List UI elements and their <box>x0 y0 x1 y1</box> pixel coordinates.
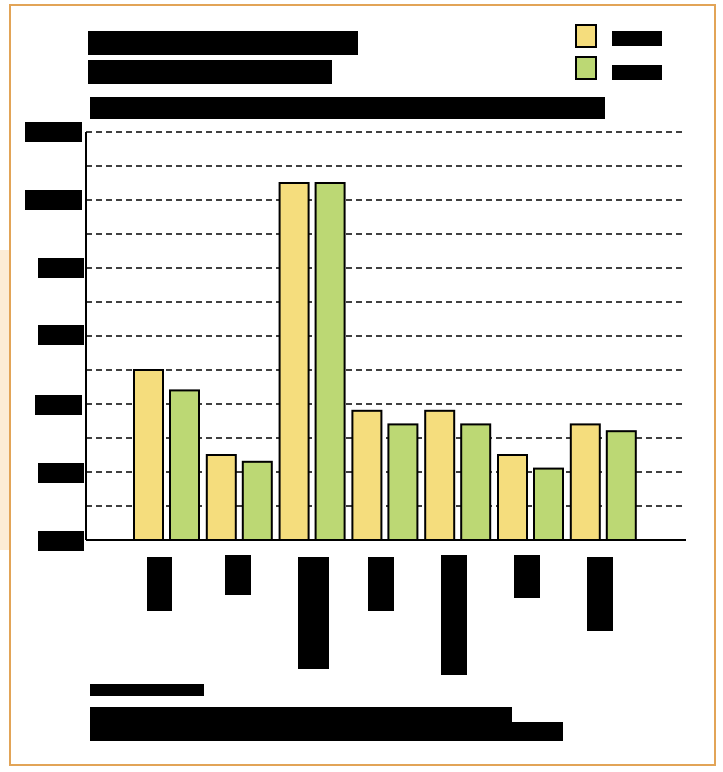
bar-series-2-cat-4 <box>387 423 419 541</box>
x-tick-label <box>587 557 613 631</box>
footnote-label <box>90 684 204 696</box>
bar-series-1-cat-6 <box>497 454 528 541</box>
bar-series-2-cat-5 <box>460 423 492 541</box>
x-tick-label <box>225 555 251 595</box>
y-tick-label <box>25 190 82 210</box>
y-tick-label <box>38 325 84 345</box>
x-tick-label <box>368 557 394 611</box>
y-tick-label <box>35 395 82 415</box>
bar-series-1-cat-1 <box>133 369 164 541</box>
bar-series-1-cat-2 <box>205 454 237 541</box>
bar-series-2-cat-6 <box>533 467 564 542</box>
y-tick-label <box>38 463 84 483</box>
y-tick-label <box>38 531 84 551</box>
bar-series-2-cat-3 <box>314 182 346 541</box>
chart-title <box>88 31 358 55</box>
bar-series-2-cat-7 <box>605 430 637 542</box>
x-tick-label <box>514 555 540 598</box>
footnote <box>90 707 512 741</box>
legend-label-series-1 <box>612 31 662 46</box>
y-tick-label <box>38 258 84 278</box>
bar-series-2-cat-2 <box>241 460 273 541</box>
chart-frame <box>9 4 716 766</box>
bar-series-2-cat-1 <box>169 389 200 541</box>
y-tick-label <box>25 122 82 142</box>
legend-label-series-2 <box>612 65 662 80</box>
chart-subtitle <box>88 60 332 84</box>
bar-series-1-cat-4 <box>351 409 383 541</box>
legend-swatch-series-1 <box>575 24 597 48</box>
chart-header <box>90 97 605 119</box>
x-tick-label <box>441 555 467 675</box>
footnote-tail <box>505 722 563 741</box>
bar-series-1-cat-7 <box>569 423 601 541</box>
x-tick-label <box>147 557 172 611</box>
bar-series-1-cat-5 <box>424 409 456 541</box>
legend-swatch-series-2 <box>575 56 597 80</box>
bar-series-1-cat-3 <box>278 182 310 541</box>
x-tick-label <box>298 557 329 669</box>
